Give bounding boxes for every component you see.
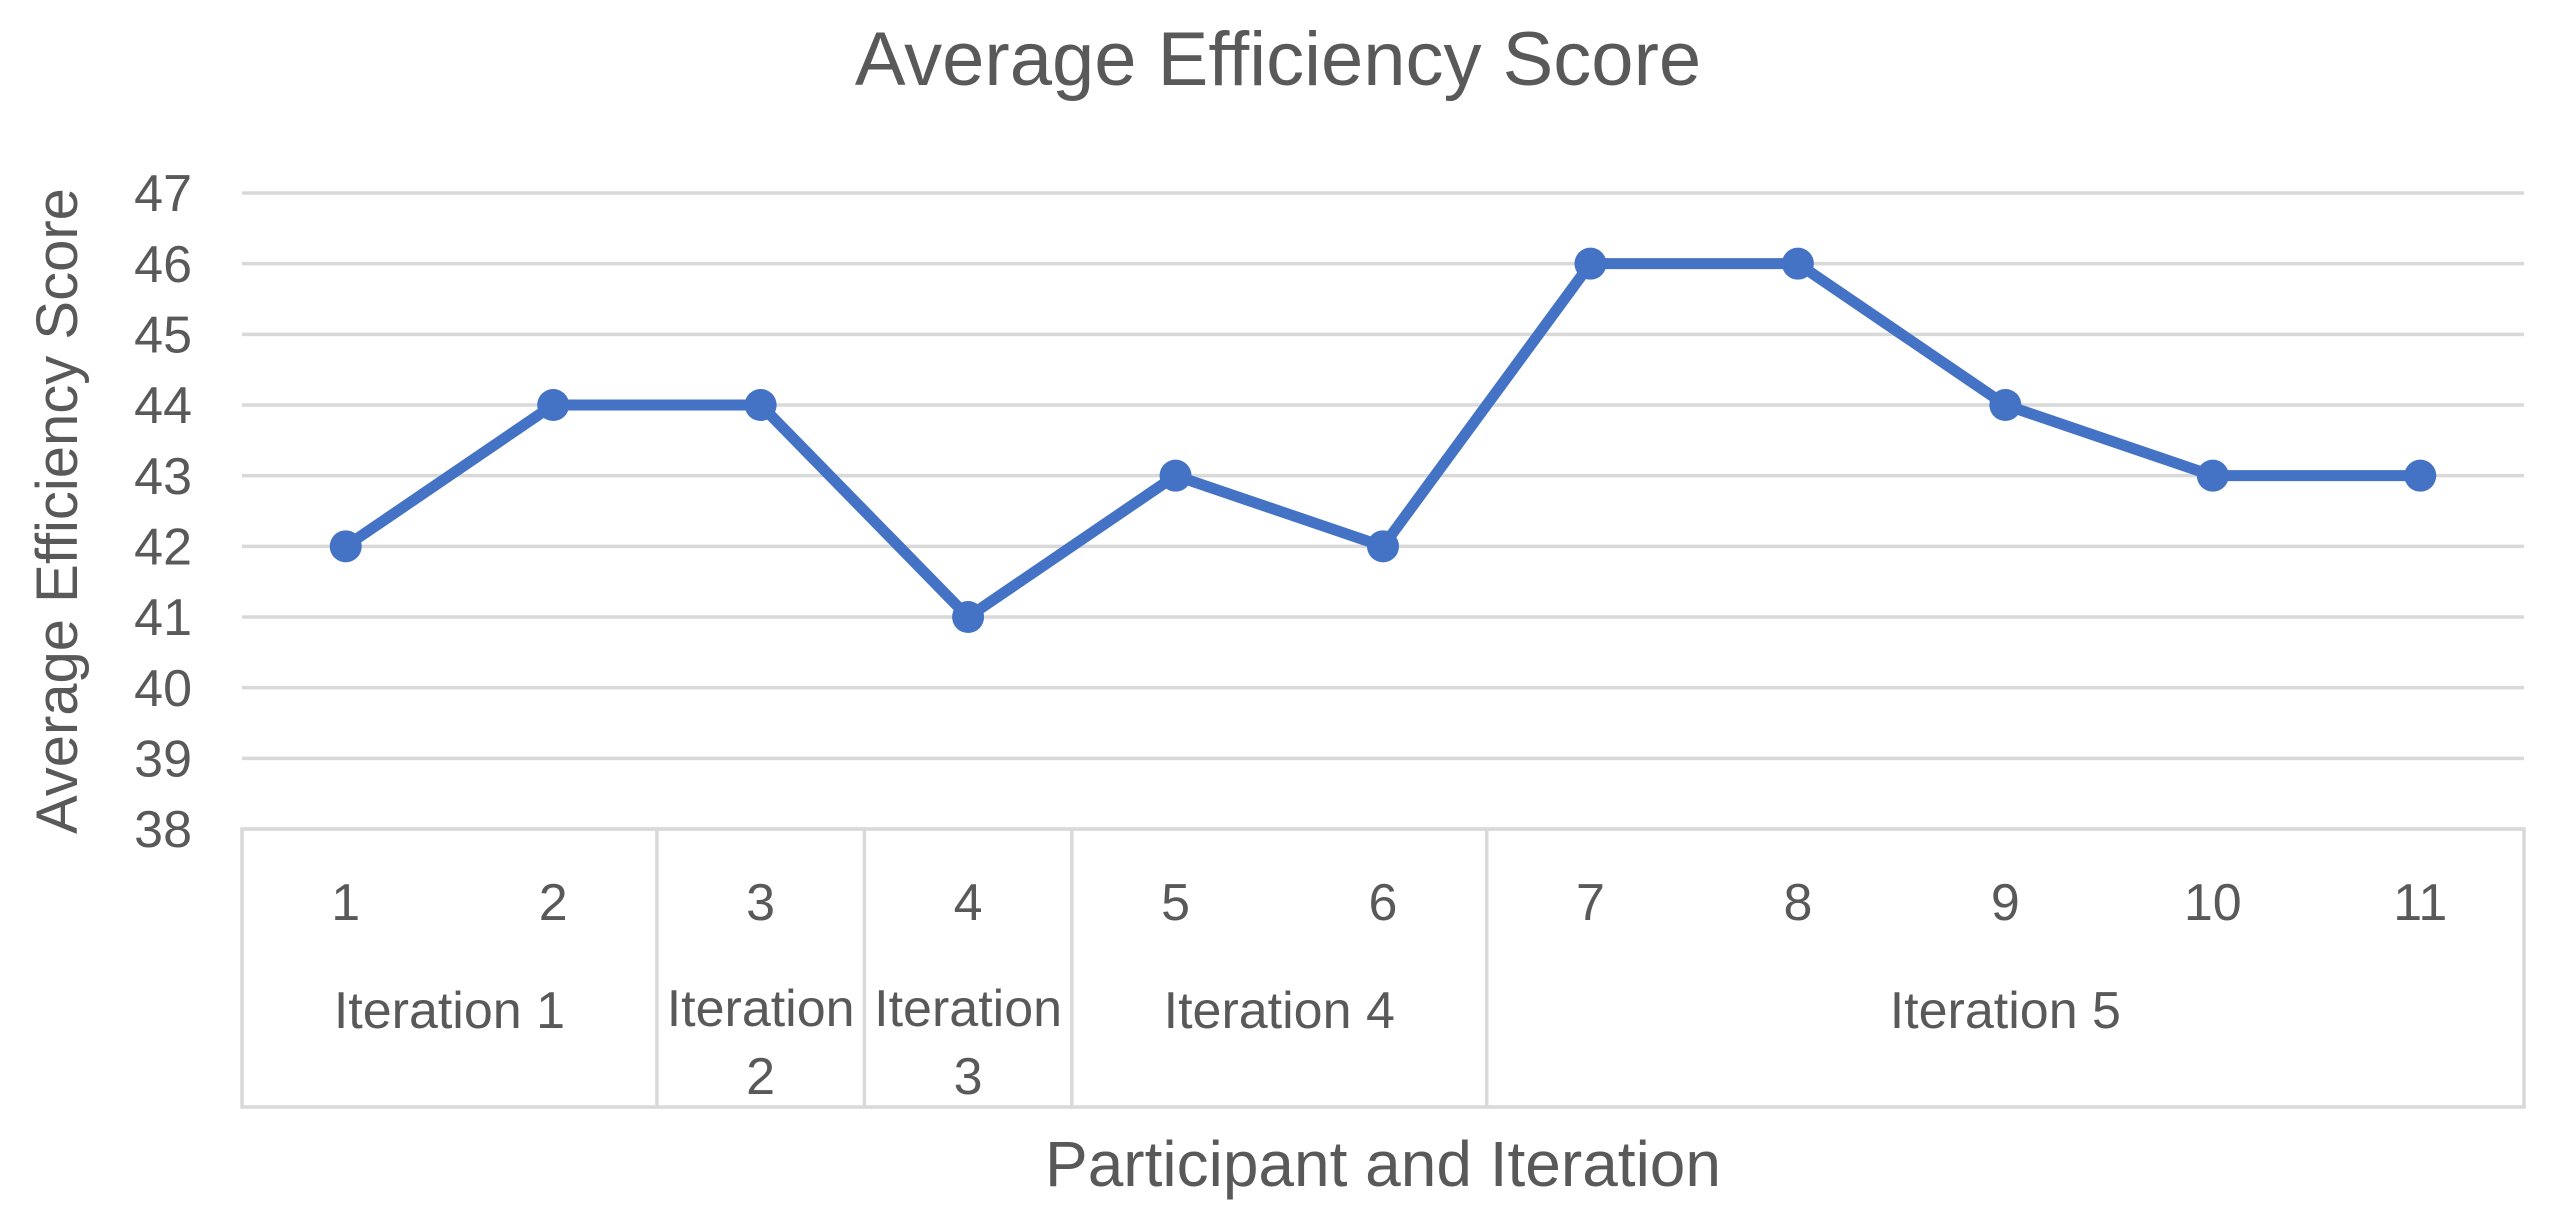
- x-tick-label: 4: [954, 874, 983, 932]
- y-tick-label: 41: [134, 589, 192, 647]
- x-tick-label: 1: [331, 874, 360, 932]
- group-label: Iteration 5: [1890, 982, 2121, 1040]
- group-label: Iteration: [667, 980, 855, 1038]
- y-tick-label: 47: [134, 165, 192, 223]
- group-label: Iteration: [874, 980, 1062, 1038]
- data-point: [1574, 247, 1607, 280]
- x-tick-label: 10: [2184, 874, 2242, 932]
- y-tick-label: 40: [134, 660, 192, 718]
- data-point: [1159, 459, 1192, 492]
- x-tick-label: 5: [1161, 874, 1190, 932]
- x-tick-label: 2: [539, 874, 568, 932]
- x-tick-label: 7: [1576, 874, 1605, 932]
- data-point: [952, 601, 985, 633]
- y-tick-label: 39: [134, 731, 192, 789]
- y-tick-label: 38: [134, 801, 192, 859]
- y-tick-label: 43: [134, 448, 192, 506]
- data-point: [329, 530, 362, 563]
- x-tick-label: 11: [2393, 874, 2447, 932]
- y-tick-label: 44: [134, 377, 192, 435]
- data-point: [744, 389, 777, 421]
- data-point: [537, 389, 570, 421]
- x-axis-title: Participant and Iteration: [1045, 1128, 1721, 1200]
- group-label: Iteration 4: [1164, 982, 1395, 1040]
- group-label: 2: [746, 1048, 775, 1106]
- x-tick-label: 6: [1369, 874, 1398, 932]
- x-tick-label: 9: [1991, 874, 2020, 932]
- group-label: 3: [954, 1048, 983, 1106]
- data-point: [2196, 459, 2229, 492]
- x-tick-label: 3: [746, 874, 775, 932]
- y-tick-label: 45: [134, 307, 192, 365]
- data-point: [1781, 247, 1814, 280]
- data-point: [1367, 530, 1399, 563]
- group-label: Iteration 1: [334, 982, 565, 1040]
- y-tick-label: 42: [134, 519, 192, 577]
- data-point: [2404, 459, 2437, 492]
- data-line: [340, 258, 2426, 623]
- chart-title: Average Efficiency Score: [854, 17, 1702, 102]
- x-tick-label: 8: [1783, 874, 1812, 932]
- y-tick-label: 46: [134, 236, 192, 294]
- data-point: [1989, 389, 2022, 421]
- category-axis-box: [240, 827, 2526, 1109]
